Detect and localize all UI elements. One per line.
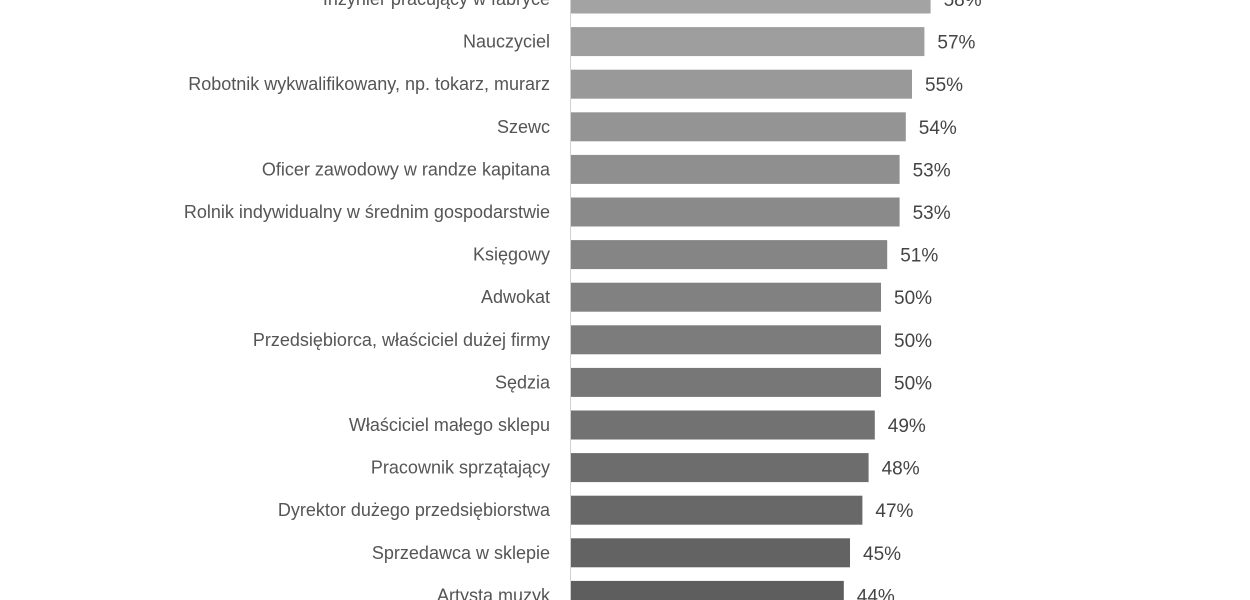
bar xyxy=(571,240,888,270)
bar xyxy=(571,27,925,57)
bar xyxy=(571,0,931,14)
bar xyxy=(571,538,850,568)
category-label: Robotnik wykwalifikowany, np. tokarz, mu… xyxy=(188,74,550,94)
value-label: 53% xyxy=(913,203,951,224)
value-label: 50% xyxy=(894,288,932,309)
bar xyxy=(571,154,900,184)
bar xyxy=(571,325,881,355)
bar xyxy=(571,282,881,312)
category-labels-group: Inżynier pracujący w fabryce Nauczyciel Ro… xyxy=(184,0,551,600)
value-label: 47% xyxy=(875,501,913,522)
category-label: Adwokat xyxy=(481,287,550,307)
value-label: 44% xyxy=(857,586,895,600)
bar xyxy=(571,197,900,227)
category-label: Dyrektor dużego przedsiębiorstwa xyxy=(278,500,551,520)
category-label: Artysta muzyk xyxy=(437,585,551,600)
bar xyxy=(571,69,912,99)
category-label: Nauczyciel xyxy=(463,32,550,52)
category-label: Rolnik indywidualny w średnim gospodarst… xyxy=(184,202,550,222)
value-label: 55% xyxy=(925,75,963,96)
value-label: 51% xyxy=(900,246,938,267)
bar xyxy=(571,580,844,600)
category-label: Właściciel małego sklepu xyxy=(349,415,550,435)
bar xyxy=(571,112,906,142)
category-label: Sprzedawca w sklepie xyxy=(372,543,550,563)
value-label: 48% xyxy=(882,459,920,480)
bar xyxy=(571,410,875,440)
value-label: 57% xyxy=(937,33,975,54)
value-labels-group: 58% 57% 55% 54% 53% 53% 51% 50% 50% 50% 49% 48% 47% 4… xyxy=(857,0,982,600)
category-label: Oficer zawodowy w randze kapitana xyxy=(262,159,551,179)
bar xyxy=(571,495,863,525)
bar xyxy=(571,367,881,397)
category-label: Sędzia xyxy=(495,372,551,392)
value-label: 50% xyxy=(894,331,932,352)
category-label: Pracownik sprzątający xyxy=(371,458,550,478)
category-label: Księgowy xyxy=(473,245,550,265)
value-label: 53% xyxy=(913,160,951,181)
value-label: 49% xyxy=(888,416,926,437)
category-label: Przedsiębiorca, właściciel dużej firmy xyxy=(253,330,550,350)
bar xyxy=(571,453,869,483)
category-label: Inżynier pracujący w fabryce xyxy=(323,0,550,9)
category-label: Szewc xyxy=(497,117,550,137)
value-label: 50% xyxy=(894,373,932,394)
value-label: 58% xyxy=(944,0,982,11)
bars-group xyxy=(571,0,931,600)
value-label: 54% xyxy=(919,118,957,139)
value-label: 45% xyxy=(863,544,901,565)
